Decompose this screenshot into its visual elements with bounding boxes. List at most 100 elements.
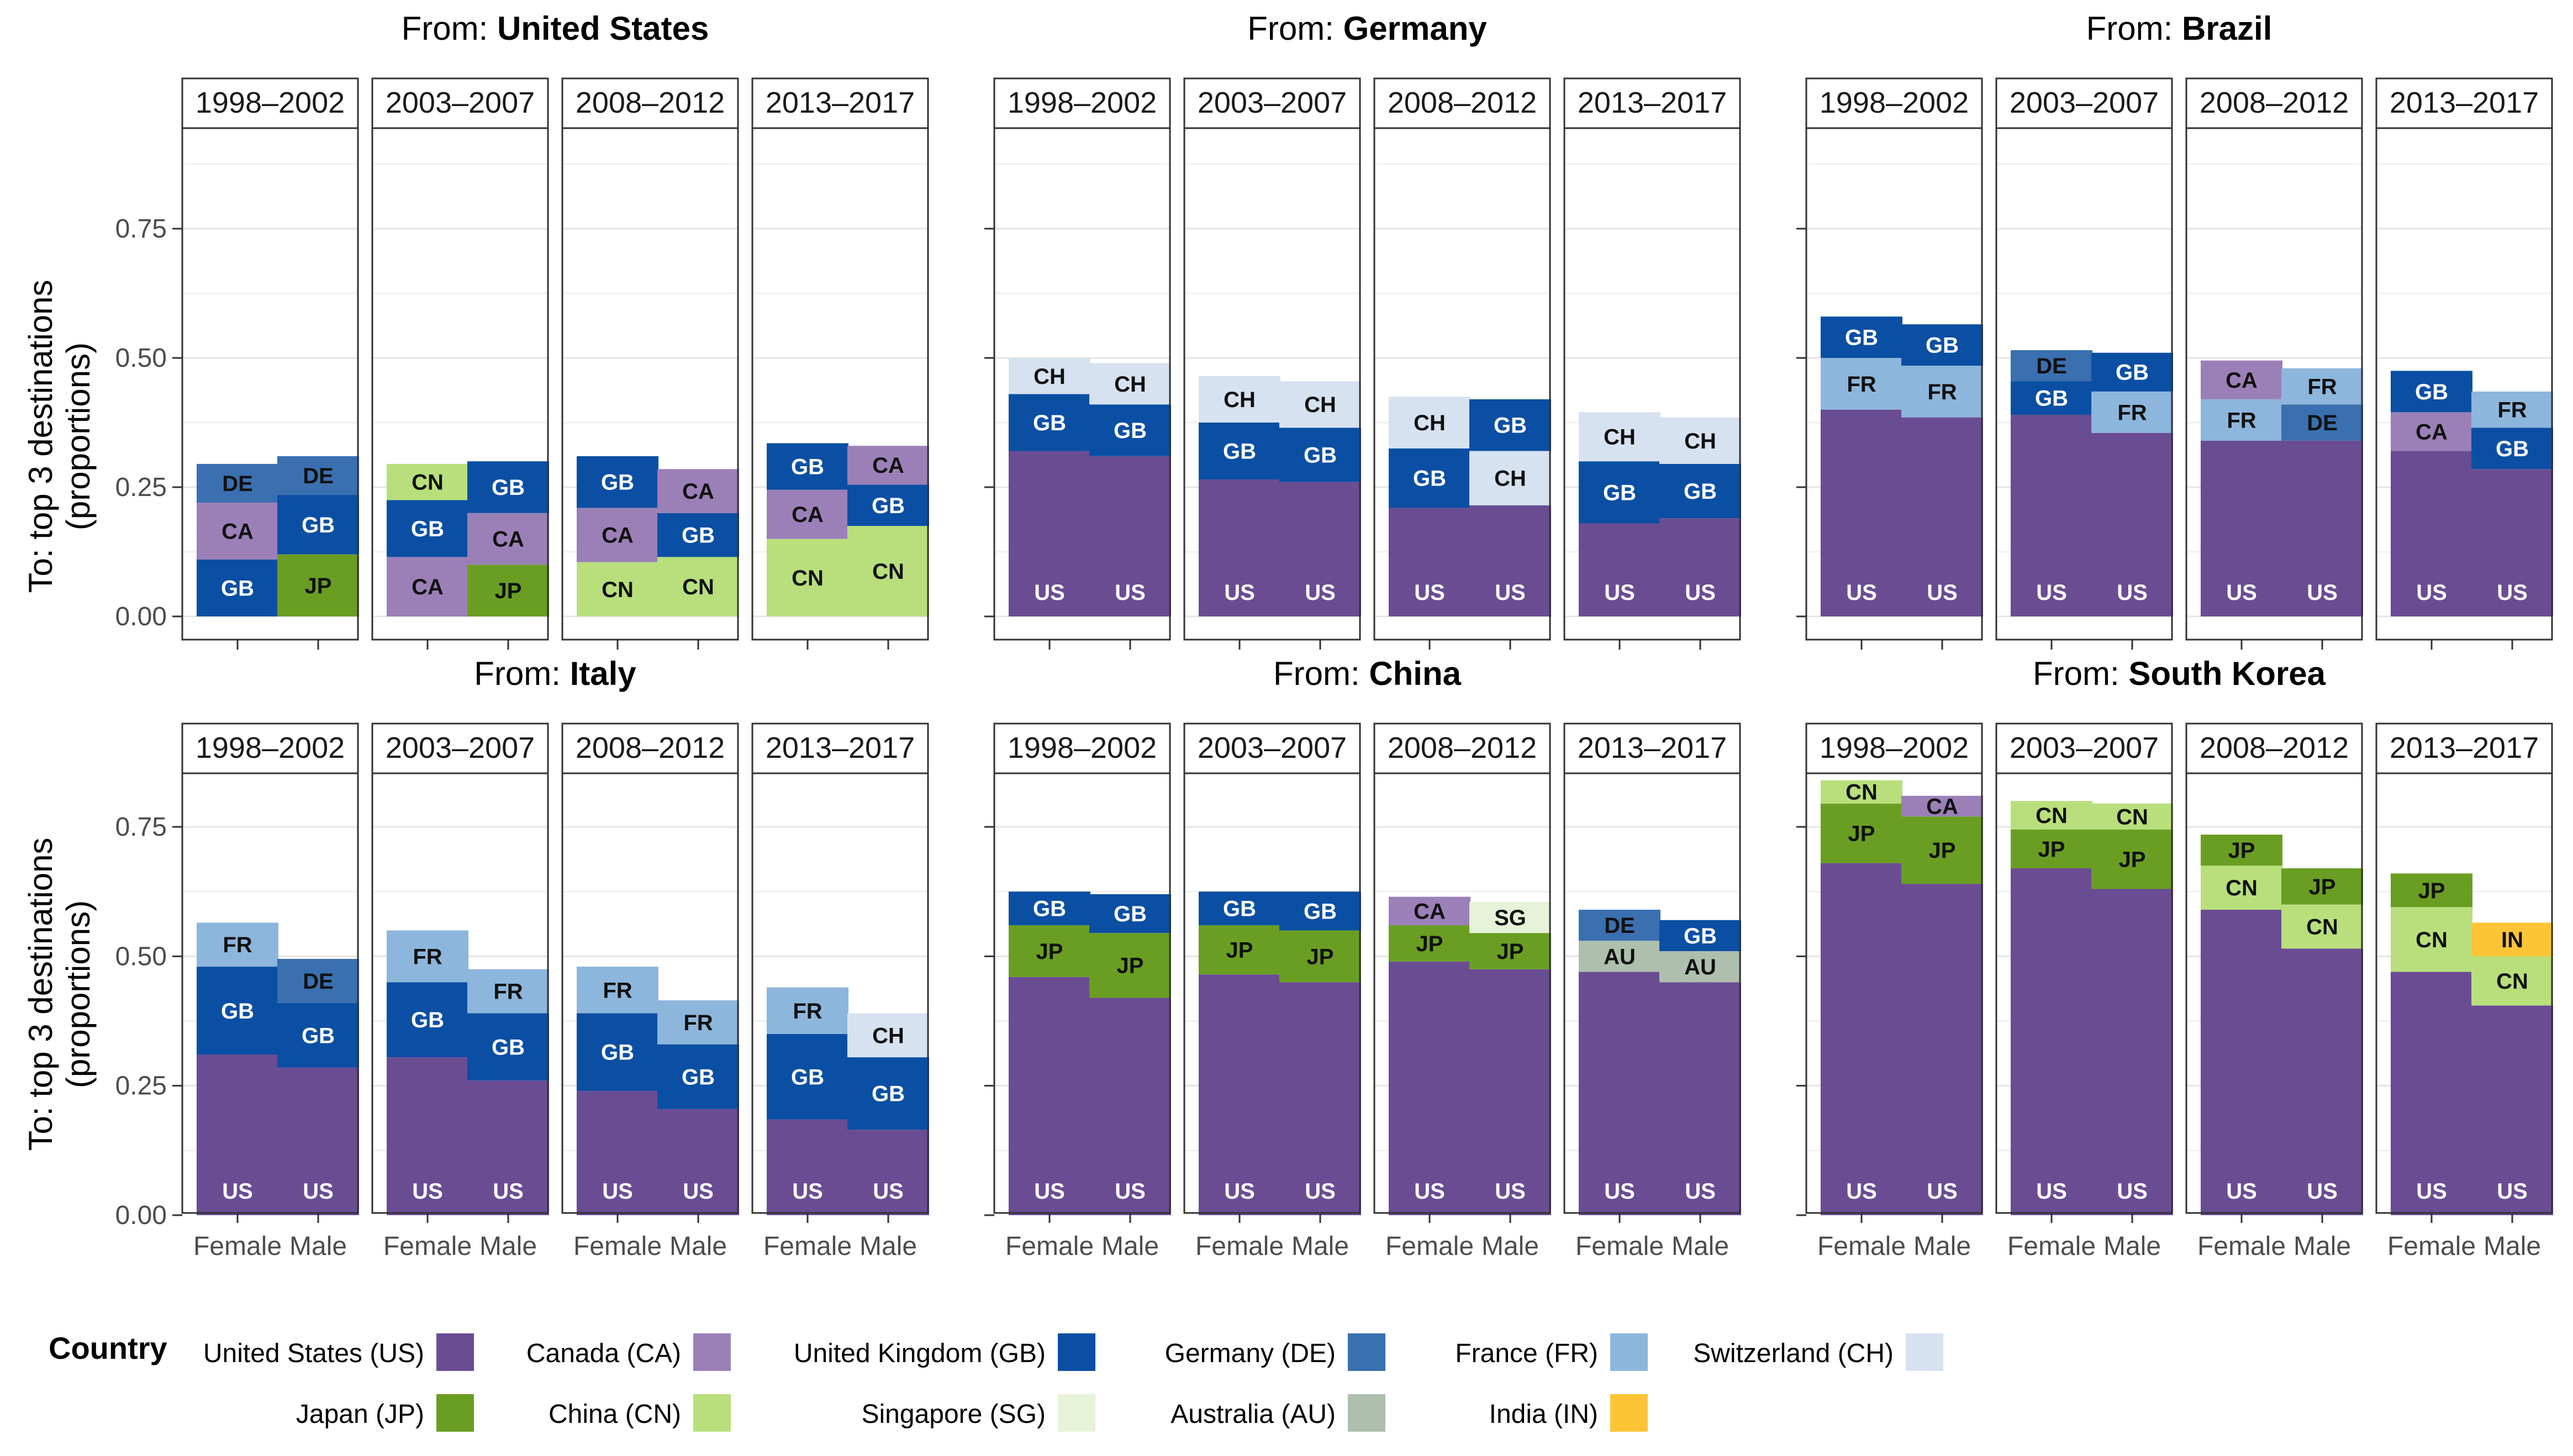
x-tick-label: Male — [1481, 1232, 1539, 1261]
bar-segment-us — [277, 1067, 359, 1215]
panel-strip — [1183, 722, 1361, 774]
bar-label-gb: GB — [1304, 899, 1337, 924]
facet-title-prefix: From: — [2033, 655, 2128, 692]
bar-label-us: US — [2307, 581, 2338, 605]
bar-segment-us — [2201, 440, 2282, 616]
bar-label-us: US — [1927, 581, 1958, 605]
bar-label-fr: FR — [2497, 398, 2527, 423]
bar-segment-gb — [847, 484, 929, 526]
panel-strip — [1373, 77, 1551, 129]
bar-segment-us — [1469, 969, 1551, 1215]
bar-label-de: DE — [1604, 914, 1635, 938]
bar-label-ch: CH — [872, 1024, 904, 1048]
panel-2: 2008–2012 US GB FR US GB FR Female Male — [561, 722, 739, 1261]
bar-label-cn: CN — [2036, 804, 2068, 828]
panel-2: 2008–2012 US JP CA US JP SG Female Male — [1373, 722, 1551, 1261]
y-axis-title-line2: (proportions) — [60, 900, 97, 1088]
y-tick-label: 0.50 — [115, 942, 167, 971]
facet-group-united-states: From: United States 0.00 0.25 0.50 0.75 1998–… — [115, 10, 929, 650]
legend-item-label: France (FR) — [1455, 1339, 1598, 1368]
panel-strip — [2185, 722, 2363, 774]
bar-label-cn: CN — [602, 578, 634, 602]
facet-title-country: South Korea — [2128, 655, 2326, 692]
bar-label-us: US — [1305, 1179, 1336, 1204]
legend-item-us: United States (US) — [203, 1333, 474, 1371]
bar-segment-us — [767, 1119, 848, 1215]
bar-label-us: US — [1846, 581, 1877, 605]
y-tick-label: 0.75 — [115, 214, 167, 244]
bar-segment-gb — [1199, 423, 1280, 479]
bar-segment-gb — [1009, 891, 1090, 926]
panel-3: 2013–2017 US CA GB US GB FR — [2375, 77, 2553, 650]
panel-3: 2013–2017 US CN JP US CN IN Female Male — [2375, 722, 2553, 1261]
bar-segment-us — [2011, 414, 2092, 616]
bar-label-ch: CH — [1414, 411, 1446, 435]
bar-label-cn: CN — [872, 560, 904, 584]
bar-segment-gb — [1821, 316, 1902, 358]
panel-3: 2013–2017 US GB CH US GB CH — [1563, 77, 1741, 650]
bar-label-au: AU — [1604, 945, 1636, 969]
bar-segment-fr — [1901, 366, 1983, 418]
panel-strip-label: 2008–2012 — [576, 731, 725, 764]
legend-key-swatch — [1058, 1333, 1095, 1371]
facet-title: From: United States — [402, 10, 709, 47]
panel-strip-label: 2003–2007 — [386, 86, 535, 119]
panel-strip — [993, 722, 1171, 774]
bar-segment-gb — [467, 461, 549, 513]
bar-segment-gb — [1089, 894, 1171, 933]
facet-title: From: Germany — [1247, 10, 1487, 47]
bar-label-fr: FR — [413, 945, 442, 969]
bar-label-us: US — [1604, 581, 1635, 605]
legend-item-label: China (CN) — [549, 1400, 681, 1429]
panel-border — [1183, 722, 1361, 1214]
bar-label-jp: JP — [495, 579, 522, 603]
bar-label-gb: GB — [2415, 380, 2448, 404]
bar-label-ca: CA — [602, 524, 634, 548]
bar-label-us: US — [2036, 581, 2067, 605]
x-tick-label: Female — [2007, 1232, 2096, 1261]
bar-label-ch: CH — [1494, 467, 1526, 491]
bar-label-fr: FR — [2227, 408, 2256, 432]
bar-label-us: US — [873, 1179, 904, 1204]
bar-segment-fr — [467, 969, 549, 1014]
panel-border — [561, 722, 739, 1214]
panel-strip-label: 2003–2007 — [386, 731, 535, 764]
bar-label-fr: FR — [2307, 374, 2337, 399]
panel-strip-label: 2008–2012 — [2200, 86, 2349, 119]
bar-segment-fr — [657, 1000, 739, 1044]
panel-border — [993, 722, 1171, 1214]
bar-label-ch: CH — [1684, 429, 1716, 453]
x-tick-label: Male — [289, 1232, 347, 1261]
bar-segment-fr — [2201, 399, 2282, 441]
legend-item-label: Germany (DE) — [1165, 1339, 1336, 1368]
bar-label-ch: CH — [1304, 393, 1336, 417]
x-tick-label: Female — [1195, 1232, 1284, 1261]
bar-label-gb: GB — [2116, 361, 2149, 385]
bar-label-cn: CN — [792, 566, 824, 590]
panel-0: 1998–2002 US GB CH US GB CH — [993, 77, 1171, 650]
panel-strip-label: 2013–2017 — [766, 731, 915, 764]
bar-label-ch: CH — [1224, 388, 1256, 412]
bar-label-au: AU — [1684, 955, 1716, 979]
legend-key-swatch — [1348, 1333, 1385, 1371]
panel-3: 2013–2017 US GB FR US GB CH Female Male — [751, 722, 929, 1261]
bar-label-jp: JP — [2309, 875, 2336, 899]
facet-title-country: Germany — [1343, 10, 1488, 47]
bar-label-us: US — [412, 1179, 443, 1204]
panel-strip-label: 2003–2007 — [2010, 731, 2159, 764]
bar-label-gb: GB — [1114, 902, 1147, 926]
y-tick-label: 0.00 — [115, 602, 167, 631]
facet-group-brazil: From: Brazil1998–2002USFRGBUSFRGB2003–20… — [1796, 10, 2553, 650]
bar-label-us: US — [1685, 1179, 1716, 1204]
bar-segment-us — [2391, 972, 2472, 1215]
bar-label-gb: GB — [872, 494, 905, 518]
panel-border — [371, 77, 549, 641]
y-tick-label: 0.25 — [115, 1072, 167, 1101]
bar-label-de: DE — [222, 472, 253, 496]
bar-label-gb: GB — [872, 1082, 905, 1106]
facet-title: From: Brazil — [2086, 10, 2273, 47]
bar-segment-ca — [197, 503, 278, 560]
bar-segment-cn — [1821, 780, 1902, 804]
bar-label-de: DE — [2307, 411, 2338, 435]
